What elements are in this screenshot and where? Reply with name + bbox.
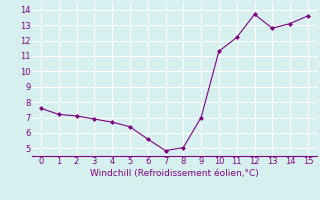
X-axis label: Windchill (Refroidissement éolien,°C): Windchill (Refroidissement éolien,°C) xyxy=(90,169,259,178)
